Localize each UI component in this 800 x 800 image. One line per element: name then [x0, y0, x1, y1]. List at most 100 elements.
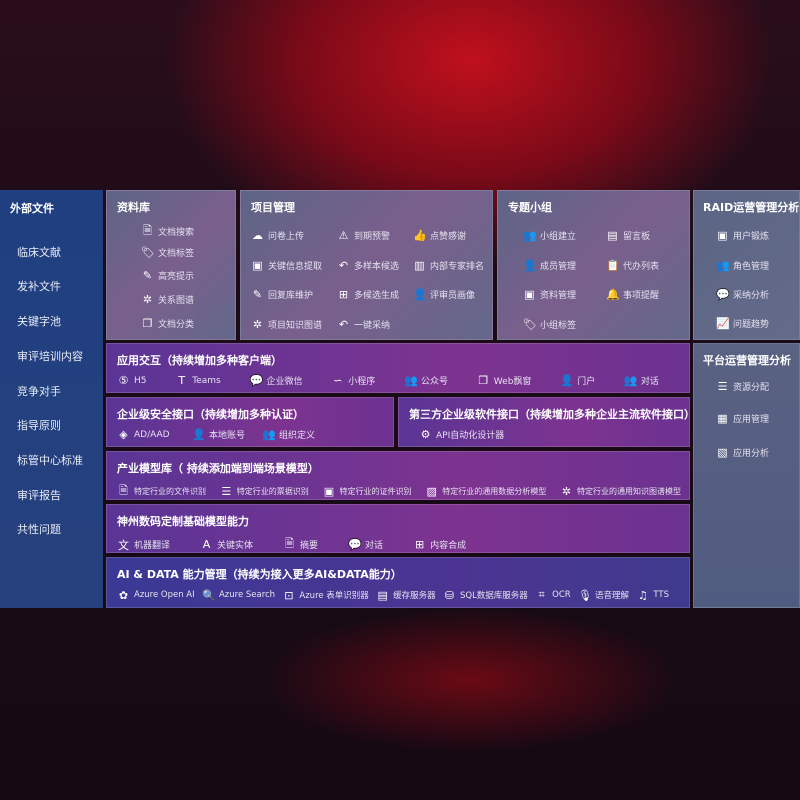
menu-item[interactable]: 👥 角色管理: [716, 259, 769, 272]
menu-item[interactable]: 💬 对话: [348, 535, 383, 554]
menu-item[interactable]: 🔍 Azure Search: [202, 588, 275, 602]
menu-item[interactable]: ☁ 问卷上传: [251, 229, 304, 242]
menu-item[interactable]: ↶ 多样本候选: [337, 259, 399, 272]
image-icon: ▨: [426, 485, 437, 498]
label: 公众号: [421, 377, 449, 387]
menu-item[interactable]: ▣ 资料管理: [523, 288, 576, 301]
menu-item[interactable]: ✎ 高亮提示: [141, 269, 194, 282]
menu-item[interactable]: 🗎 特定行业的文件识别: [117, 482, 206, 501]
menu-item[interactable]: ✎ 回复库维护: [251, 288, 313, 301]
id-card-icon: ▣: [717, 229, 728, 242]
menu-item[interactable]: ∽ 小程序: [331, 374, 375, 387]
sidebar-title: 外部文件: [10, 202, 54, 215]
menu-item[interactable]: ⌗ OCR: [535, 588, 571, 602]
sidebar-item[interactable]: 共性问题: [17, 523, 61, 536]
tts-icon: ♫: [637, 588, 648, 602]
label: 一键采纳: [354, 321, 391, 331]
menu-item[interactable]: 🔔 事项提醒: [606, 288, 659, 301]
menu-item[interactable]: ⛁ SQL数据库服务器: [443, 588, 528, 602]
panel-title: AI & DATA 能力管理（持续为接入更多AI&DATA能力）: [117, 568, 402, 581]
menu-item[interactable]: 👤 门户: [560, 374, 595, 387]
label: 内部专家排名: [430, 262, 485, 272]
menu-item[interactable]: ❐ 文档分类: [141, 317, 194, 330]
label: 资料管理: [540, 291, 577, 301]
sidebar-item[interactable]: 审评培训内容: [17, 350, 83, 363]
menu-item[interactable]: ☰ 特定行业的票据识别: [220, 482, 308, 501]
menu-item[interactable]: ⚙ API自动化设计器: [419, 428, 505, 441]
menu-item[interactable]: ✲ 关系图谱: [141, 293, 194, 306]
sidebar-item[interactable]: 竞争对手: [17, 385, 61, 398]
html5-icon: ⑤: [118, 374, 129, 387]
menu-item[interactable]: ⑤ H5: [117, 374, 147, 387]
label: Azure Search: [218, 590, 276, 600]
menu-item[interactable]: ▨ 特定行业的通用数据分析模型: [425, 482, 547, 501]
menu-item[interactable]: ☰ 资源分配: [716, 380, 769, 393]
menu-item[interactable]: 📈 问题趋势: [716, 317, 769, 330]
panel-title: 应用交互（持续增加多种客户端）: [117, 354, 282, 367]
label: 小程序: [348, 377, 376, 387]
menu-item[interactable]: ↶ 一键采纳: [337, 318, 390, 331]
menu-item[interactable]: 🗎 文档搜索: [141, 222, 194, 241]
menu-item[interactable]: 👍 点赞感谢: [413, 229, 466, 242]
label: API自动化设计器: [436, 431, 505, 441]
thirdparty-panel: 第三方企业级软件接口（持续增加多种企业主流软件接口） ⚙ API自动化设计器: [398, 397, 695, 447]
menu-item[interactable]: ▣ 用户锻炼: [716, 229, 769, 242]
panel-title: 产业模型库（ 持续添加端到端场景模型）: [117, 462, 319, 475]
menu-item[interactable]: ▣ 特定行业的证件识别: [323, 482, 412, 501]
sidebar-item[interactable]: 临床文献: [17, 246, 61, 259]
sidebar-item[interactable]: 关键字池: [17, 315, 61, 328]
label: SQL数据库服务器: [459, 591, 528, 601]
menu-item[interactable]: ✿ Azure Open AI: [117, 588, 195, 602]
menu-item[interactable]: ▥ 内部专家排名: [413, 259, 484, 272]
menu-item[interactable]: ⊡ Azure 表单识别器: [282, 588, 369, 602]
menu-item[interactable]: ♫ TTS: [636, 588, 669, 602]
menu-item[interactable]: 👥 组织定义: [262, 428, 315, 441]
form-icon: ⊡: [284, 588, 294, 602]
menu-item[interactable]: 🎙 语音理解: [578, 588, 629, 602]
menu-item[interactable]: ◈ AD/AAD: [117, 428, 169, 441]
menu-item[interactable]: 文机器翻译: [117, 535, 170, 554]
label: 门户: [577, 377, 596, 387]
menu-item[interactable]: 👤 评审员画像: [413, 288, 475, 301]
menu-item[interactable]: 🗎 摘要: [283, 535, 318, 554]
menu-item[interactable]: ▦ 应用管理: [716, 412, 769, 425]
sidebar-item[interactable]: 审评报告: [17, 489, 61, 502]
raid-panel: RAID运营管理分析 ▣ 用户锻炼 👥 角色管理 💬 采纳分析 📈 问题趋势: [693, 190, 800, 340]
menu-item[interactable]: 👥 对话: [624, 374, 659, 387]
menu-item[interactable]: ▧ 应用分析: [716, 446, 769, 459]
menu-item[interactable]: A 关键实体: [200, 535, 253, 554]
menu-item[interactable]: 💬 企业微信: [249, 374, 302, 387]
menu-item[interactable]: ▤ 留言板: [606, 229, 650, 242]
menu-item[interactable]: ⊞ 多候选生成: [337, 288, 399, 301]
menu-item[interactable]: 👥 小组建立: [523, 229, 576, 242]
sidebar-item[interactable]: 发补文件: [17, 280, 61, 293]
menu-item[interactable]: ▤ 缓存服务器: [376, 588, 436, 602]
label: 缓存服务器: [393, 591, 436, 601]
menu-item[interactable]: ⊞ 内容合成: [413, 535, 466, 554]
doc-copy-icon: ❐: [142, 317, 153, 330]
label: 回复库维护: [268, 291, 314, 301]
puzzle-icon: ⊞: [414, 538, 425, 551]
menu-item[interactable]: 👤 成员管理: [523, 259, 576, 272]
sidebar-item[interactable]: 指导原则: [17, 419, 61, 432]
menu-item[interactable]: ❐ Web飘窗: [477, 374, 531, 387]
chart-icon: ▧: [717, 446, 728, 459]
menu-item[interactable]: 💬 采纳分析: [716, 288, 769, 301]
menu-item[interactable]: 🏷 文档标签: [141, 246, 194, 259]
menu-item[interactable]: 📋 代办列表: [606, 259, 659, 272]
menu-item[interactable]: T Teams: [175, 374, 220, 387]
ad-icon: ◈: [119, 428, 128, 441]
ranking-icon: ▥: [414, 259, 425, 272]
label: 问题趋势: [733, 320, 770, 330]
menu-item[interactable]: 🏷 小组标签: [523, 318, 576, 331]
menu-item[interactable]: 👥 公众号: [404, 374, 448, 387]
panel-title: 第三方企业级软件接口（持续增加多种企业主流软件接口）: [409, 408, 695, 421]
menu-item[interactable]: ⚠ 到期预警: [337, 229, 390, 242]
menu-item[interactable]: ✲ 项目知识图谱: [251, 318, 322, 331]
sidebar-item[interactable]: 标管中心标准: [17, 454, 83, 467]
menu-item[interactable]: 👤 本地账号: [192, 428, 245, 441]
label: 留言板: [623, 232, 651, 242]
menu-item[interactable]: ✲ 特定行业的通用知识图谱模型: [560, 482, 681, 501]
menu-item[interactable]: ▣ 关键信息提取: [251, 259, 322, 272]
label: OCR: [552, 590, 571, 600]
